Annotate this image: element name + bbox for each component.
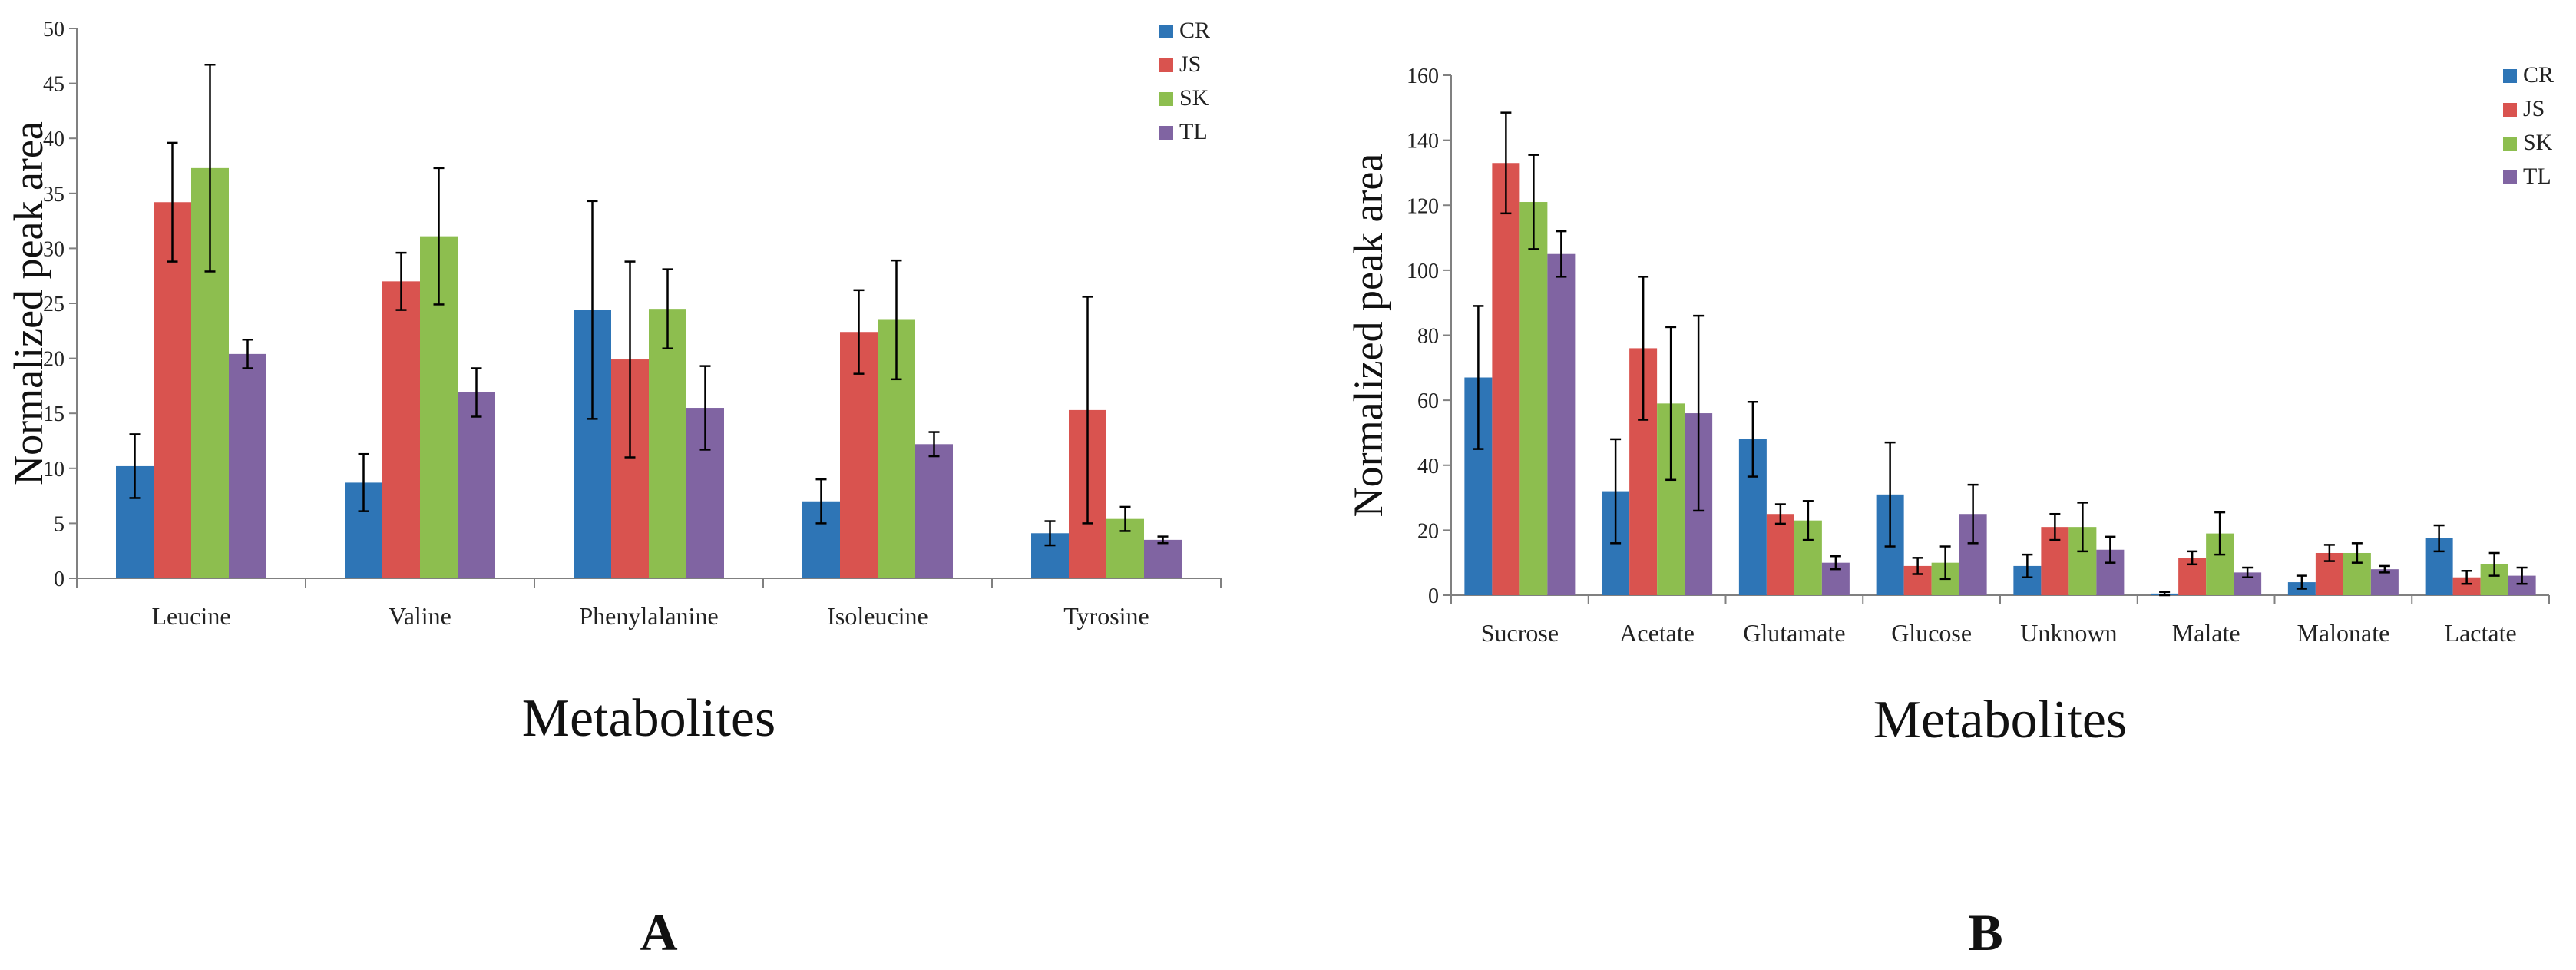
chart-b-bar-sk: [1519, 202, 1548, 595]
chart-b-legend-swatch-sk: [2503, 137, 2517, 151]
chart-b-category-label: Lactate: [2445, 619, 2517, 647]
chart-a-panel-label: A: [640, 903, 677, 962]
chart-a-bar-js: [382, 281, 420, 578]
chart-b-y-tick-label: 0: [1428, 584, 1439, 608]
chart-b-category-label: Acetate: [1619, 619, 1695, 647]
chart-a-category-label: Tyrosine: [1063, 602, 1149, 630]
chart-a-y-tick-label: 30: [43, 237, 64, 261]
chart-b-x-axis-label: Metabolites: [1873, 690, 2127, 750]
chart-b-panel-label: B: [1968, 903, 2002, 962]
chart-a-legend-swatch-js: [1159, 58, 1173, 72]
chart-b-legend-swatch-cr: [2503, 69, 2517, 83]
chart-b-bar-tl: [2370, 569, 2399, 595]
chart-a-y-tick-label: 15: [43, 402, 64, 426]
chart-b-category-label: Malonate: [2297, 619, 2389, 647]
chart-b-bar-js: [1766, 514, 1794, 595]
chart-a-legend-swatch-cr: [1159, 25, 1173, 38]
chart-a-svg: 0 5 10 15 20 25 30 35 40 45 50 Leucine Valine Phenyla…: [5, 18, 1222, 962]
chart-b-category-label: Malate: [2172, 619, 2240, 647]
chart-b-bar-js: [1492, 163, 1520, 595]
chart-a-legend-label-sk: SK: [1179, 85, 1209, 111]
chart-a-bar-tl: [915, 444, 953, 578]
chart-b-legend-label-cr: CR: [2523, 62, 2554, 88]
chart-b-y-tick-label: 100: [1407, 260, 1439, 283]
chart-b-svg: 0 20 40 60 80 100 120 140 160 Sucrose Acetate Gluta…: [1345, 62, 2554, 962]
chart-a-bar-sk: [649, 309, 686, 578]
chart-b-y-tick-label: 40: [1417, 455, 1439, 478]
chart-b-y-tick-label: 80: [1417, 325, 1439, 349]
chart-a-legend-swatch-sk: [1159, 92, 1173, 106]
chart-b-legend-label-sk: SK: [2523, 130, 2553, 155]
chart-a-category-label: Leucine: [151, 602, 230, 630]
chart-a-y-tick-label: 50: [43, 18, 64, 41]
chart-b-y-tick-label: 140: [1407, 130, 1439, 154]
chart-b-category-label: Sucrose: [1481, 619, 1559, 647]
chart-b-bar-js: [2452, 577, 2481, 595]
chart-panel-b: 0 20 40 60 80 100 120 140 160 Sucrose Acetate Gluta…: [1267, 0, 2576, 970]
chart-a-legend-swatch-tl: [1159, 126, 1173, 140]
chart-a-y-axis-label: Normalized peak area: [5, 121, 51, 485]
chart-a-legend-label-js: JS: [1179, 51, 1201, 77]
chart-a-y-tick-label: 45: [43, 73, 64, 97]
chart-a-legend-label-tl: TL: [1179, 119, 1208, 144]
chart-a-bar-tl: [458, 392, 495, 578]
chart-a-y-tick-label: 40: [43, 127, 64, 151]
chart-a-y-tick-label: 10: [43, 458, 64, 482]
chart-a-y-tick-label: 20: [43, 348, 64, 372]
chart-b-legend-swatch-tl: [2503, 170, 2517, 184]
chart-b-category-label: Glutamate: [1743, 619, 1845, 647]
chart-a-legend-label-cr: CR: [1179, 18, 1210, 43]
chart-a-category-label: Phenylalanine: [579, 602, 718, 630]
chart-b-legend-label-tl: TL: [2523, 164, 2551, 189]
chart-panel-a: 0 5 10 15 20 25 30 35 40 45 50 Leucine Valine Phenyla…: [0, 0, 1267, 970]
chart-b-y-tick-label: 60: [1417, 389, 1439, 413]
chart-a-bar-tl: [1144, 539, 1182, 578]
chart-a-bar-js: [154, 202, 191, 578]
chart-b-legend-label-js: JS: [2523, 96, 2545, 121]
chart-a-category-label: Isoleucine: [827, 602, 928, 630]
chart-a-category-label: Valine: [389, 602, 451, 630]
chart-b-y-tick-label: 20: [1417, 519, 1439, 543]
chart-b-legend-swatch-js: [2503, 103, 2517, 117]
chart-b-y-axis-label: Normalized peak area: [1345, 154, 1391, 518]
chart-b-y-tick-label: 120: [1407, 194, 1439, 218]
chart-a-y-tick-label: 0: [54, 568, 64, 591]
chart-a-y-tick-label: 35: [43, 183, 64, 207]
chart-b-category-label: Unknown: [2020, 619, 2117, 647]
chart-b-category-label: Glucose: [1891, 619, 1972, 647]
chart-a-y-tick-label: 25: [43, 293, 64, 316]
chart-a-y-tick-label: 5: [54, 512, 64, 536]
chart-b-bar-tl: [1547, 253, 1576, 595]
chart-a-bar-tl: [229, 353, 266, 578]
chart-b-y-tick-label: 160: [1407, 65, 1439, 88]
chart-a-x-axis-label: Metabolites: [522, 689, 775, 748]
